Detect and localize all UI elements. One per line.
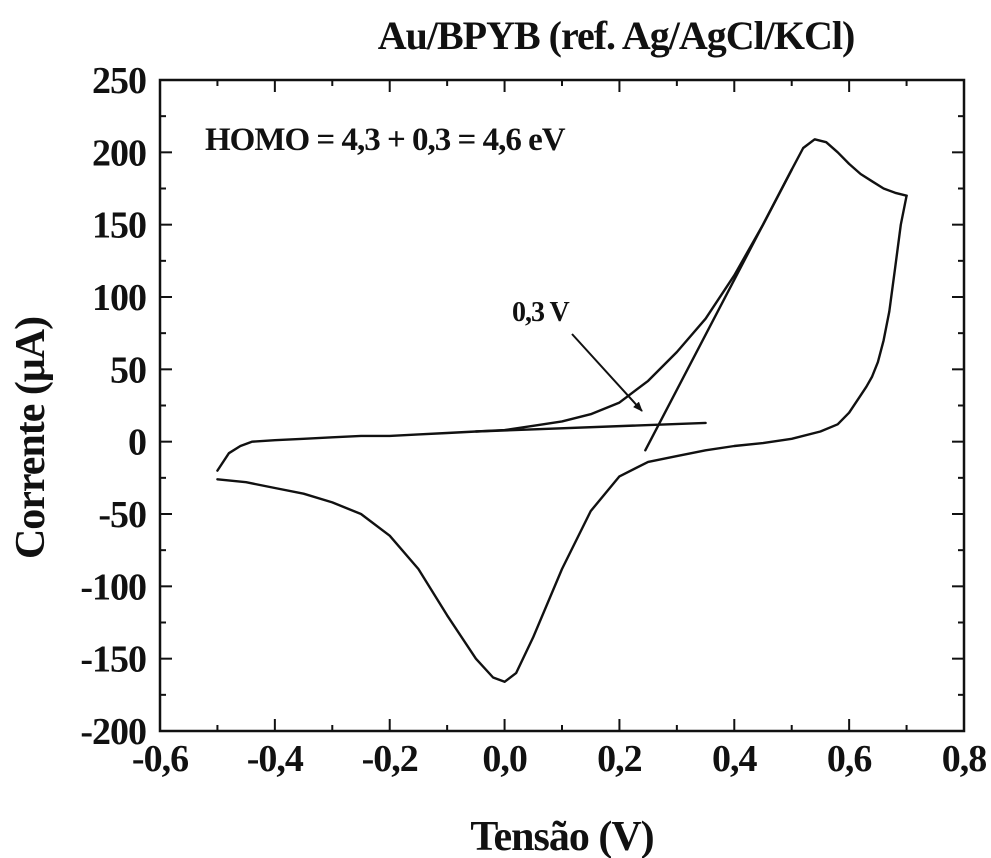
- x-tick-label: 0,4: [712, 738, 758, 780]
- homo-annotation: HOMO = 4,3 + 0,3 = 4,6 eV: [205, 122, 566, 158]
- axis-ticks: -0,6 -0,4 -0,2 0,0 0,2 0,4 0,6 0,8 -200 -150 -100 -…: [80, 60, 987, 780]
- y-tick-label: -200: [80, 711, 146, 753]
- y-tick-label: -100: [80, 566, 146, 608]
- y-tick-label: -50: [98, 494, 146, 536]
- onset-arrow: [571, 333, 643, 412]
- x-tick-label: 0,8: [942, 738, 987, 780]
- plot-frame: [158, 78, 966, 733]
- chart-title: Au/BPYB (ref. Ag/AgCl/KCl): [378, 13, 855, 58]
- x-tick-label: 0,0: [482, 738, 527, 780]
- x-tick-label: -0,6: [132, 738, 188, 780]
- onset-voltage-annotation: 0,3 V: [512, 297, 569, 328]
- y-tick-label: 150: [92, 205, 146, 247]
- onset-tangent-line: [644, 168, 793, 452]
- y-tick-label: 250: [92, 60, 146, 102]
- y-tick-label: 50: [110, 349, 146, 391]
- cathodic-sweep-line: [216, 194, 908, 683]
- y-tick-label: 200: [92, 132, 146, 174]
- baseline-tangent-line: [474, 421, 707, 433]
- x-tick-label: -0,4: [247, 738, 304, 780]
- y-tick-label: 0: [128, 422, 146, 464]
- x-axis-label: Tensão (V): [470, 814, 653, 858]
- x-tick-label: 0,6: [827, 738, 872, 780]
- anodic-sweep-line: [216, 138, 908, 472]
- y-tick-label: 100: [92, 277, 146, 319]
- x-tick-label: -0,2: [362, 738, 418, 780]
- x-tick-label: 0,2: [597, 738, 642, 780]
- y-tick-label: -150: [80, 639, 146, 681]
- y-axis-label: Corrente (μA): [8, 317, 54, 559]
- data-series: [216, 138, 908, 683]
